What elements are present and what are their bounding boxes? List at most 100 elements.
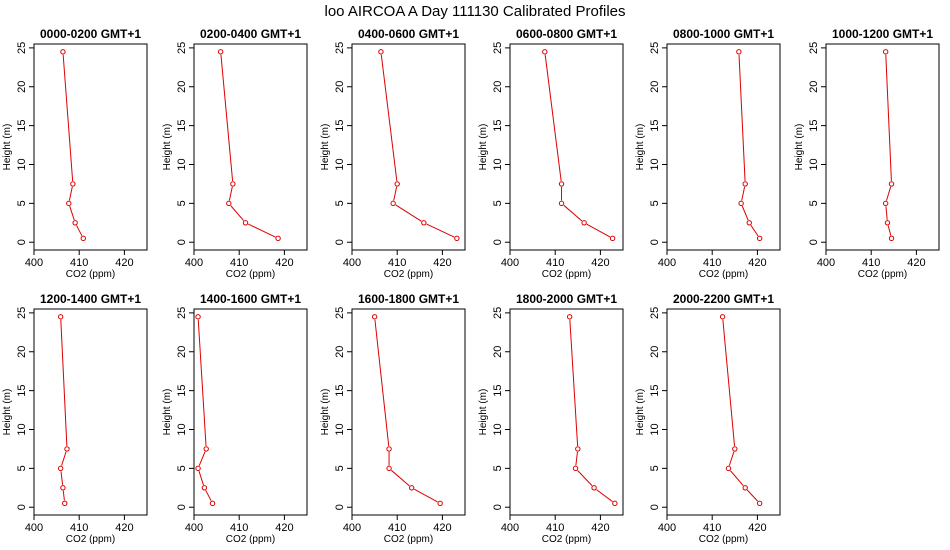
y-tick-label: 25: [176, 42, 188, 54]
y-tick-label: 25: [334, 307, 346, 319]
data-point: [57, 465, 64, 472]
data-point: [66, 200, 72, 207]
x-axis-label: CO2 (ppm): [542, 269, 591, 280]
y-tick-label: 15: [808, 119, 820, 131]
profile-panel: 1400-1600 GMT+1 400 410 420 0 5 10 15 20 25 CO2 (p…: [162, 292, 308, 545]
data-point: [226, 200, 232, 207]
y-tick-label: 5: [649, 200, 661, 206]
profile-segment: [741, 186, 746, 201]
data-point: [558, 200, 565, 207]
panel-title: 0400-0600 GMT+1: [358, 27, 459, 41]
x-axis-label: CO2 (ppm): [384, 269, 433, 280]
data-point: [421, 220, 427, 226]
x-tick-label: 400: [658, 257, 676, 269]
data-point: [242, 220, 249, 226]
data-point: [195, 314, 201, 320]
data-point: [609, 235, 616, 242]
y-tick-label: 20: [334, 346, 346, 358]
data-point: [742, 485, 748, 491]
y-tick-label: 0: [808, 239, 820, 245]
x-axis-label: CO2 (ppm): [66, 269, 115, 280]
data-point: [746, 220, 752, 226]
x-axis-label: CO2 (ppm): [542, 534, 591, 545]
profile-panel: 1600-1800 GMT+1 400 410 420 0 5 10 15 20 25 CO2 (p…: [320, 292, 466, 545]
x-tick-label: 420: [115, 257, 133, 269]
profile-segment: [393, 186, 398, 201]
y-axis-label: Height (m): [162, 389, 173, 436]
data-point: [736, 49, 742, 55]
data-point: [575, 446, 581, 452]
data-point: [732, 446, 738, 452]
profile-segment: [62, 54, 74, 181]
panel-title: 1600-1800 GMT+1: [358, 292, 459, 306]
profile-segment: [563, 204, 583, 222]
data-point: [386, 446, 392, 452]
y-tick-label: 25: [16, 42, 28, 54]
profile-segment: [198, 471, 204, 486]
x-tick-label: 420: [748, 522, 766, 534]
x-tick-label: 400: [25, 522, 43, 534]
x-tick-label: 410: [70, 522, 88, 534]
y-tick-label: 0: [492, 504, 504, 510]
profile-segment: [391, 469, 410, 487]
panel-title: 0000-0200 GMT+1: [40, 27, 141, 41]
plot-frame: [351, 43, 466, 251]
y-tick-label: 0: [492, 239, 504, 245]
data-point: [70, 181, 76, 187]
profile-segment: [586, 223, 611, 238]
data-point: [408, 485, 415, 491]
y-axis-label: Height (m): [635, 124, 646, 171]
data-point: [371, 314, 378, 320]
data-point: [756, 235, 763, 242]
y-tick-label: 15: [176, 119, 188, 131]
data-point: [195, 465, 201, 472]
y-tick-label: 5: [176, 465, 188, 471]
data-point: [542, 49, 548, 55]
y-tick-label: 5: [492, 465, 504, 471]
data-point: [591, 485, 597, 491]
y-tick-label: 10: [176, 423, 188, 435]
data-point: [394, 181, 400, 187]
profile-segment: [60, 471, 64, 485]
x-tick-label: 400: [501, 522, 519, 534]
x-tick-label: 420: [907, 257, 925, 269]
data-point: [62, 500, 68, 507]
data-point: [454, 235, 460, 242]
y-tick-label: 0: [334, 504, 346, 510]
panel-title: 1200-1400 GMT+1: [40, 292, 141, 306]
x-tick-label: 410: [230, 522, 248, 534]
y-tick-label: 25: [808, 42, 820, 54]
y-axis-label: Height (m): [794, 124, 805, 171]
profile-segment: [220, 54, 234, 181]
data-point: [217, 49, 224, 55]
profile-segment: [76, 225, 83, 236]
profile-segment: [395, 204, 422, 222]
y-tick-label: 0: [16, 504, 28, 510]
x-tick-label: 410: [388, 522, 406, 534]
y-tick-label: 25: [649, 42, 661, 54]
profile-segment: [746, 489, 758, 502]
y-tick-label: 5: [176, 200, 188, 206]
x-tick-label: 410: [388, 257, 406, 269]
y-tick-label: 10: [334, 423, 346, 435]
y-tick-label: 25: [176, 307, 188, 319]
profile-segment: [61, 451, 67, 466]
data-point: [230, 181, 236, 187]
y-tick-label: 0: [334, 239, 346, 245]
profile-segment: [886, 186, 892, 201]
profile-segment: [68, 186, 73, 201]
y-tick-label: 0: [649, 504, 661, 510]
data-point: [612, 500, 618, 507]
profile-segment: [426, 223, 455, 238]
profile-panel: 1200-1400 GMT+1 400 410 420 0 5 10 15 20 25 CO2 (p…: [2, 292, 148, 545]
y-tick-label: 25: [492, 307, 504, 319]
y-axis-label: Height (m): [478, 124, 489, 171]
panel-title: 1400-1600 GMT+1: [200, 292, 301, 306]
x-tick-label: 400: [501, 257, 519, 269]
panel-title: 1000-1200 GMT+1: [832, 27, 933, 41]
data-point: [558, 181, 565, 187]
data-point: [80, 235, 86, 242]
y-axis-label: Height (m): [635, 389, 646, 436]
x-tick-label: 400: [185, 257, 203, 269]
